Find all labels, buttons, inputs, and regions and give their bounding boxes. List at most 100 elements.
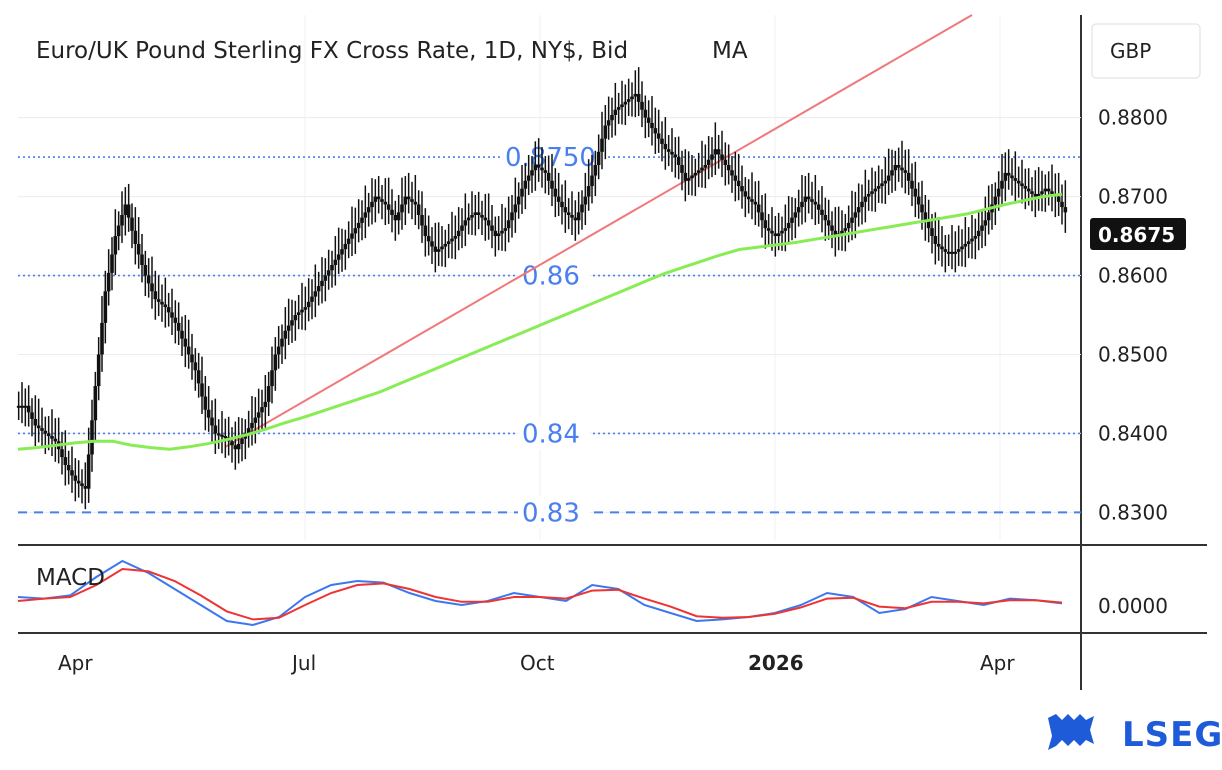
candle-body: [280, 338, 284, 347]
candle-body: [733, 175, 738, 181]
candle-body: [1063, 207, 1068, 213]
candle-body: [816, 204, 821, 210]
candle-body: [1013, 178, 1018, 181]
candle-body: [656, 133, 661, 139]
candle-body: [526, 175, 531, 181]
candle-body: [773, 233, 778, 237]
candle-body: [130, 217, 134, 231]
candle-body: [930, 228, 934, 237]
candle-body: [153, 291, 158, 300]
crest-icon: [1048, 714, 1094, 750]
candle-body: [606, 120, 611, 126]
candle-body: [343, 243, 348, 250]
candle-body: [696, 170, 701, 173]
y-axis-labels: 0.8300 0.8400 0.8500 0.8600 0.8700 0.8800: [1098, 106, 1168, 525]
candle-body: [790, 217, 794, 223]
candle-body: [203, 396, 208, 410]
y-tick-label: 0.8700: [1098, 185, 1168, 209]
candle-body: [303, 307, 308, 310]
candle-body: [286, 325, 291, 331]
candle-body: [50, 436, 54, 439]
candle-body: [620, 104, 624, 108]
candle-body: [823, 215, 828, 221]
candle-body: [1023, 186, 1028, 189]
candle-body: [273, 354, 278, 371]
candle-body: [730, 170, 734, 176]
candle-body: [436, 249, 441, 252]
candle-body: [976, 230, 981, 237]
candle-body: [516, 196, 521, 205]
candle-body: [610, 115, 614, 121]
candle-body: [550, 180, 554, 189]
candle-body: [236, 443, 241, 450]
candle-body: [23, 405, 28, 408]
level-label-bg: [518, 496, 590, 529]
candle-body: [26, 405, 31, 413]
candle-body: [470, 215, 474, 218]
candle-body: [1040, 191, 1044, 194]
candle-body: [746, 196, 751, 200]
candle-body: [953, 251, 958, 254]
candle-body: [1003, 172, 1008, 181]
candle-body: [393, 215, 398, 221]
candle-body: [316, 286, 321, 292]
candle-body: [290, 320, 294, 326]
candle-body: [753, 201, 758, 205]
candle-body: [333, 259, 338, 265]
currency-box[interactable]: [1091, 23, 1201, 79]
candle-body: [90, 420, 94, 455]
candle-body: [1036, 193, 1041, 197]
candle-body: [556, 196, 561, 202]
candle-body: [766, 228, 771, 231]
candle-body: [346, 238, 351, 244]
candle-body: [586, 186, 591, 197]
candle-body: [483, 217, 488, 221]
candle-body: [453, 236, 458, 239]
candle-body: [913, 188, 918, 197]
candle-body: [270, 370, 274, 387]
candle-body: [693, 172, 698, 176]
candle-body: [613, 109, 618, 115]
candle-body: [673, 154, 678, 158]
candle-body: [563, 207, 568, 213]
lseg-logo: LSEG: [1048, 714, 1222, 755]
candle-body: [330, 265, 334, 271]
candle-body: [396, 212, 401, 221]
candle-body: [200, 383, 204, 397]
candle-body: [900, 167, 904, 171]
candle-body: [1050, 191, 1054, 194]
candle-body: [1020, 183, 1024, 187]
candle-body: [350, 233, 354, 239]
candle-body: [820, 209, 824, 215]
trendline[interactable]: [224, 14, 973, 448]
candle-body: [1000, 180, 1004, 189]
x-tick-label: Oct: [520, 651, 555, 675]
current-price: 0.8675: [1098, 223, 1175, 247]
level-label-bg: [518, 417, 590, 450]
candle-body: [593, 165, 598, 176]
candle-body: [293, 315, 298, 321]
candle-body: [1033, 193, 1038, 197]
candle-body: [310, 296, 314, 302]
candle-body: [196, 370, 201, 384]
candle-body: [553, 188, 558, 197]
candle-body: [826, 220, 831, 226]
candle-body: [240, 438, 244, 444]
candle-body: [70, 470, 74, 476]
candle-body: [770, 230, 774, 234]
candle-body: [120, 215, 124, 226]
candle-body: [443, 243, 448, 247]
candle-body: [570, 215, 574, 218]
candle-body: [513, 204, 518, 213]
candle-body: [740, 186, 744, 192]
candle-body: [616, 107, 621, 110]
candle-body: [340, 249, 344, 255]
price-levels: 0.8750 0.86 0.84 0.83: [18, 141, 1081, 529]
candle-body: [750, 199, 754, 202]
candle-body: [403, 196, 408, 205]
candle-body: [446, 241, 451, 244]
indicator-label[interactable]: MA: [712, 38, 748, 64]
candle-body: [506, 220, 511, 229]
candle-body: [1056, 196, 1061, 202]
candle-body: [803, 196, 808, 202]
